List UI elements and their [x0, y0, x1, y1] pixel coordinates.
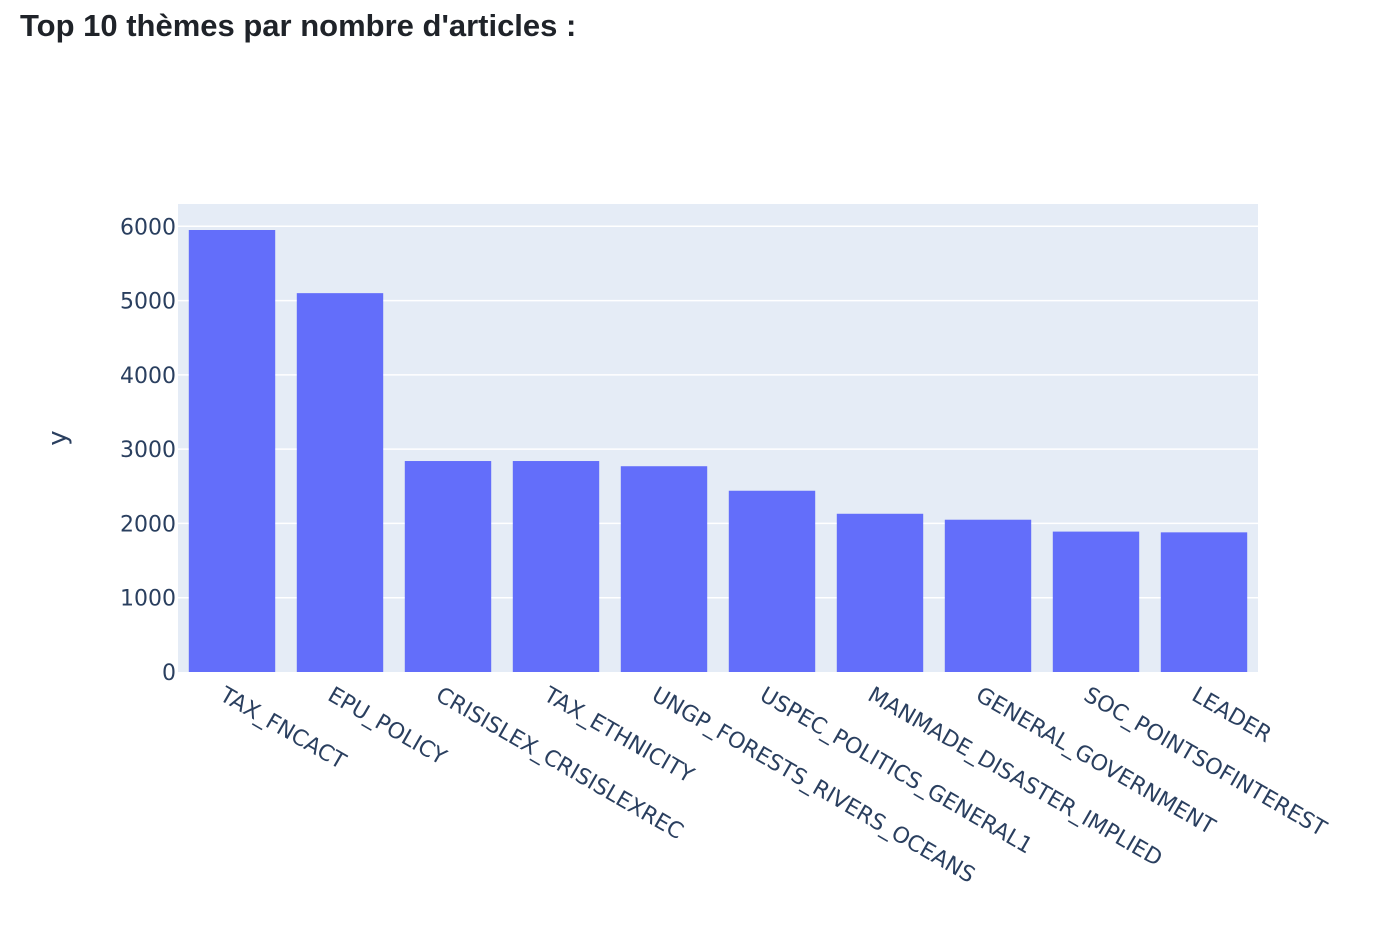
y-tick-label: 1000	[120, 587, 176, 612]
bar-soc-pointsofinterest	[1052, 531, 1140, 672]
y-tick-label: 6000	[120, 215, 176, 240]
bar-general-government	[944, 519, 1032, 672]
y-tick-label: 5000	[120, 290, 176, 315]
y-tick-label: 2000	[120, 512, 176, 537]
y-tick-label: 0	[162, 661, 176, 686]
bar-uspec-politics-general1	[728, 490, 816, 672]
bar-tax-ethnicity	[512, 461, 600, 672]
bar-epu-policy	[296, 293, 384, 672]
bar-ungp-forests-rivers-oceans	[620, 466, 708, 672]
bar-manmade-disaster-implied	[836, 513, 924, 672]
x-tick-label: LEADER	[1187, 683, 1275, 748]
y-tick-label: 3000	[120, 438, 176, 463]
bar-leader	[1160, 532, 1248, 672]
y-tick-label: 4000	[120, 364, 176, 389]
bar-crisislex-crisislexrec	[404, 461, 492, 672]
y-axis-title: y	[43, 430, 73, 445]
bar-tax-fncact	[188, 230, 276, 672]
page-heading: Top 10 thèmes par nombre d'articles :	[20, 8, 577, 43]
x-tick-labels: TAX_FNCACTEPU_POLICYCRISISLEX_CRISISLEXR…	[215, 682, 1331, 888]
bars	[188, 230, 1248, 672]
y-tick-labels: 0 1000 2000 3000 4000 5000 6000	[120, 215, 176, 686]
